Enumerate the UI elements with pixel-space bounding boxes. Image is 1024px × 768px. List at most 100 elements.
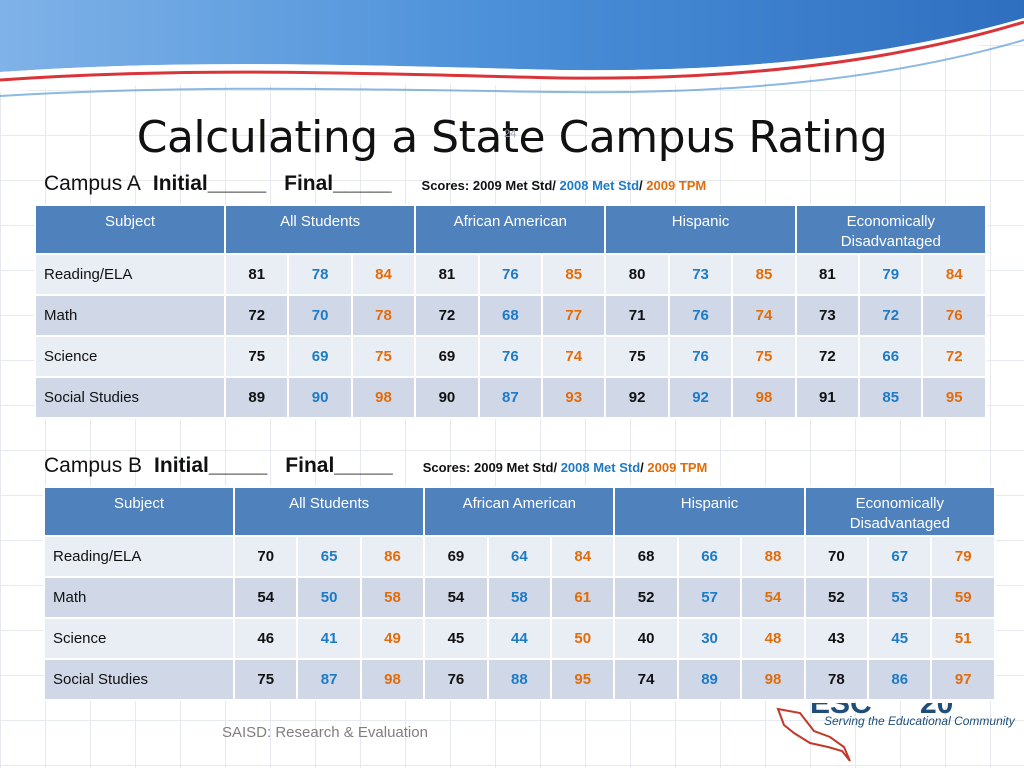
african-score-2009-tpm: 61: [550, 576, 616, 619]
african-score-2008-met-std: 76: [477, 335, 544, 378]
econ-score-2009-tpm: 97: [930, 658, 996, 701]
header-african-american: African American: [414, 204, 607, 255]
table-row: Reading/ELA 81 78 84 81 76 85 80 73 85 81 79 84: [34, 253, 987, 296]
footer-text: SAISD: Research & Evaluation: [222, 724, 428, 741]
hispanic-score-2009-tpm: 85: [731, 253, 797, 296]
econ-score-2008-met-std: 79: [858, 253, 924, 296]
svg-text:20: 20: [920, 703, 953, 720]
hispanic-score-2008-met-std: 57: [676, 576, 743, 619]
econ-score-2009-met-std: 78: [803, 658, 870, 701]
all-score-2009-tpm: 75: [350, 335, 417, 378]
header-all-students: All Students: [232, 486, 426, 537]
african-score-2009-tpm: 95: [550, 658, 616, 701]
hispanic-score-2009-met-std: 92: [604, 376, 670, 419]
header-african-american: African American: [423, 486, 616, 537]
african-score-2009-met-std: 54: [423, 576, 489, 619]
hispanic-score-2009-met-std: 52: [613, 576, 679, 619]
hispanic-score-2009-met-std: 80: [604, 253, 670, 296]
econ-score-2009-tpm: 51: [930, 617, 996, 660]
header-hispanic: Hispanic: [604, 204, 797, 255]
all-score-2008-met-std: 70: [287, 294, 353, 337]
page-title: Calculating a State Campus Rating: [136, 112, 888, 163]
legend-2009-tpm: 2009 TPM: [647, 460, 708, 475]
all-score-2008-met-std: 78: [287, 253, 353, 296]
hispanic-score-2008-met-std: 92: [667, 376, 734, 419]
subject-cell: Math: [34, 294, 226, 337]
econ-score-2009-met-std: 70: [803, 535, 870, 578]
hispanic-score-2009-tpm: 54: [740, 576, 806, 619]
all-score-2009-met-std: 75: [232, 658, 299, 701]
econ-score-2009-tpm: 95: [921, 376, 987, 419]
african-score-2009-tpm: 77: [541, 294, 607, 337]
econ-score-2009-met-std: 91: [794, 376, 861, 419]
header-hispanic: Hispanic: [613, 486, 806, 537]
legend-prefix: Scores: 2009 Met Std/: [421, 178, 560, 193]
hispanic-score-2008-met-std: 76: [667, 294, 734, 337]
all-score-2009-tpm: 84: [350, 253, 417, 296]
econ-score-2009-tpm: 84: [921, 253, 987, 296]
african-score-2008-met-std: 64: [486, 535, 553, 578]
header-economically-disadvantaged: Economically Disadvantaged: [794, 204, 988, 255]
african-score-2009-tpm: 93: [541, 376, 607, 419]
african-score-2009-met-std: 69: [423, 535, 489, 578]
all-score-2008-met-std: 65: [296, 535, 362, 578]
econ-score-2009-met-std: 52: [803, 576, 870, 619]
hispanic-score-2009-tpm: 98: [740, 658, 806, 701]
african-score-2009-met-std: 81: [414, 253, 480, 296]
header-subject: Subject: [43, 486, 235, 537]
all-score-2009-tpm: 49: [359, 617, 426, 660]
econ-score-2009-met-std: 73: [794, 294, 861, 337]
subject-cell: Science: [34, 335, 226, 378]
legend-prefix: Scores: 2009 Met Std/: [422, 460, 561, 475]
hispanic-score-2008-met-std: 30: [676, 617, 743, 660]
campus-b-score-legend: Scores: 2009 Met Std/ 2008 Met Std/ 2009…: [423, 460, 708, 475]
hispanic-score-2009-met-std: 75: [604, 335, 670, 378]
all-score-2009-met-std: 72: [223, 294, 290, 337]
african-score-2009-met-std: 90: [414, 376, 480, 419]
econ-score-2008-met-std: 53: [867, 576, 933, 619]
slide-number: 24: [504, 128, 517, 140]
legend-2009-tpm: 2009 TPM: [646, 178, 707, 193]
all-score-2009-met-std: 75: [223, 335, 290, 378]
all-score-2008-met-std: 87: [296, 658, 362, 701]
hispanic-score-2009-met-std: 74: [613, 658, 679, 701]
all-score-2008-met-std: 50: [296, 576, 362, 619]
african-score-2008-met-std: 58: [486, 576, 553, 619]
header-wave-banner: [0, 0, 1024, 97]
african-score-2008-met-std: 87: [477, 376, 544, 419]
subject-cell: Social Studies: [43, 658, 235, 701]
esc20-logo: ESC 20: [776, 703, 953, 762]
header-economically-disadvantaged: Economically Disadvantaged: [803, 486, 997, 537]
legend-sep: /: [639, 178, 647, 193]
legend-sep: /: [640, 460, 648, 475]
all-score-2009-tpm: 98: [359, 658, 426, 701]
campus-b-table: Subject All Students African American Hi…: [43, 486, 997, 701]
table-row: Social Studies 75 87 98 76 88 95 74 89 98 78 86 97: [43, 658, 996, 701]
african-score-2008-met-std: 68: [477, 294, 544, 337]
econ-score-2009-tpm: 59: [930, 576, 996, 619]
econ-score-2009-met-std: 43: [803, 617, 870, 660]
hispanic-score-2009-tpm: 88: [740, 535, 806, 578]
econ-score-2008-met-std: 67: [867, 535, 933, 578]
african-score-2009-met-std: 72: [414, 294, 480, 337]
econ-score-2009-met-std: 72: [794, 335, 861, 378]
table-row: Science 75 69 75 69 76 74 75 76 75 72 66 72: [34, 335, 987, 378]
header-subject: Subject: [34, 204, 226, 255]
hispanic-score-2009-met-std: 40: [613, 617, 679, 660]
african-score-2008-met-std: 44: [486, 617, 553, 660]
econ-score-2008-met-std: 85: [858, 376, 924, 419]
hispanic-score-2008-met-std: 89: [676, 658, 743, 701]
campus-b-name: Campus B: [44, 454, 143, 477]
african-score-2009-met-std: 76: [423, 658, 489, 701]
african-score-2009-met-std: 69: [414, 335, 480, 378]
hispanic-score-2008-met-std: 66: [676, 535, 743, 578]
svg-text:ESC: ESC: [810, 703, 872, 720]
table-header-row: Subject All Students African American Hi…: [43, 486, 997, 537]
hispanic-score-2009-tpm: 75: [731, 335, 797, 378]
african-score-2009-tpm: 50: [550, 617, 616, 660]
all-score-2009-tpm: 86: [359, 535, 426, 578]
all-score-2009-met-std: 46: [232, 617, 299, 660]
african-score-2009-tpm: 74: [541, 335, 607, 378]
campus-a-heading: Campus A Initial_____ Final_____ Scores:…: [44, 172, 706, 196]
all-score-2008-met-std: 41: [296, 617, 362, 660]
